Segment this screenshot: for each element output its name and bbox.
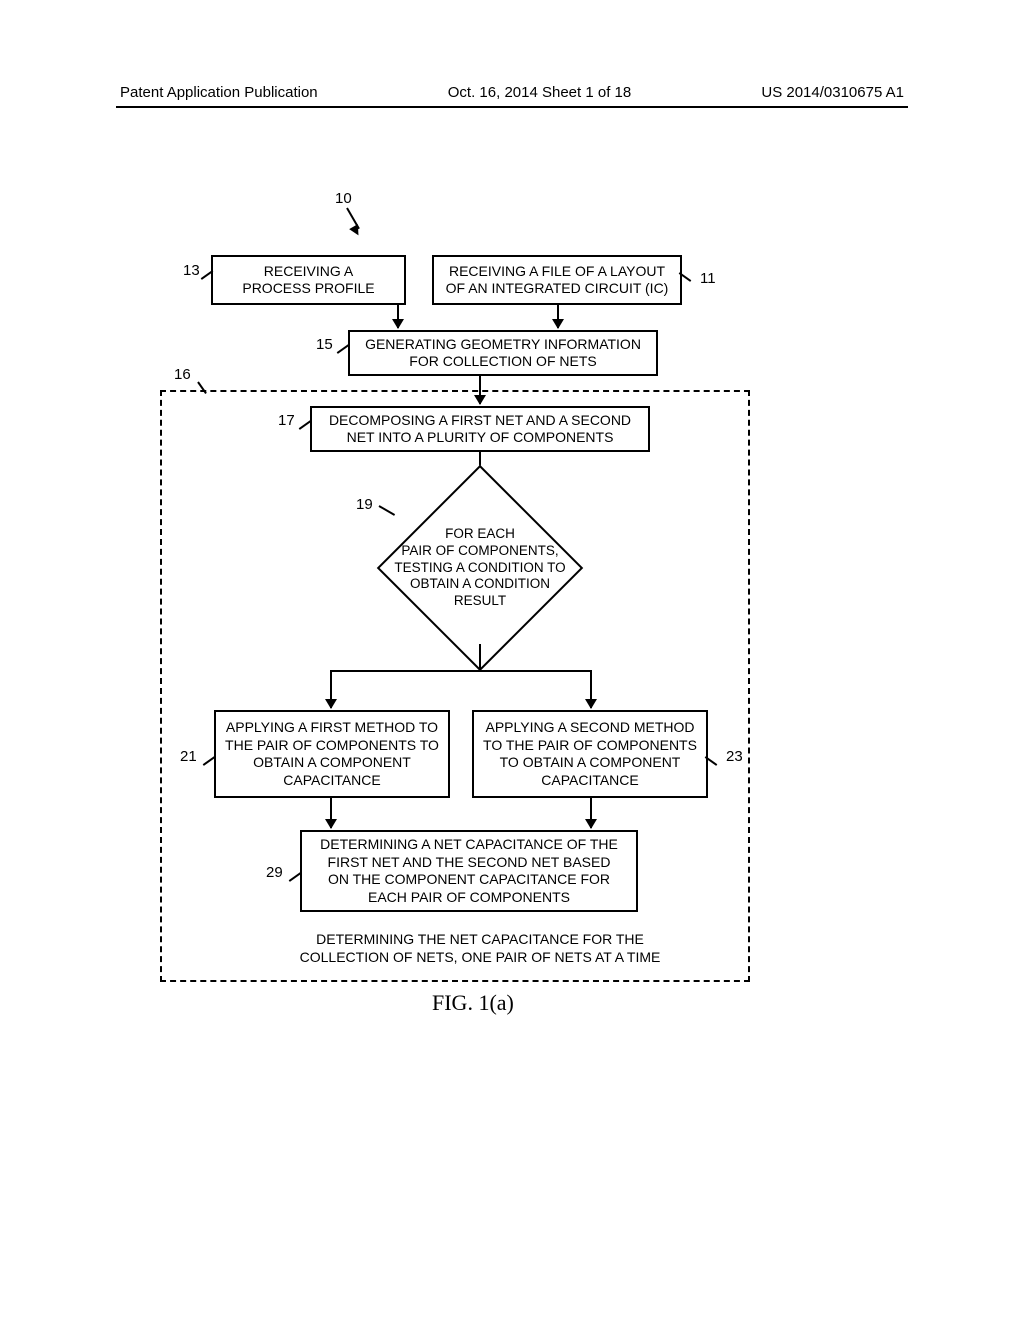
ref-17: 17 — [278, 412, 295, 429]
arrow-21-to-29 — [330, 798, 332, 828]
header-right: US 2014/0310675 A1 — [761, 84, 904, 101]
d19-l4: OBTAIN A CONDITION — [410, 576, 550, 593]
box-11-line1: RECEIVING A FILE OF A LAYOUT — [449, 263, 665, 281]
box-23-l2: TO THE PAIR OF COMPONENTS — [483, 737, 697, 755]
bottom-text-l1: DETERMINING THE NET CAPACITANCE FOR THE — [270, 930, 690, 948]
ref-15: 15 — [316, 336, 333, 353]
box-23-l1: APPLYING A SECOND METHOD — [485, 719, 694, 737]
box-17-line1: DECOMPOSING A FIRST NET AND A SECOND — [329, 412, 631, 430]
header-rule — [116, 106, 908, 108]
d19-l1: FOR EACH — [445, 526, 515, 543]
ref-19: 19 — [356, 496, 373, 513]
box-21-l4: CAPACITANCE — [283, 772, 381, 790]
arrow-23-to-29 — [590, 798, 592, 828]
flowchart: 10 RECEIVING A PROCESS PROFILE 13 RECEIV… — [0, 190, 1024, 1090]
box-29-l2: FIRST NET AND THE SECOND NET BASED — [328, 854, 611, 872]
box-17-line2: NET INTO A PLURITY OF COMPONENTS — [347, 429, 614, 447]
box-29-l4: EACH PAIR OF COMPONENTS — [368, 889, 570, 907]
header-left: Patent Application Publication — [120, 84, 318, 101]
figure-caption: FIG. 1(a) — [432, 990, 514, 1016]
box-13: RECEIVING A PROCESS PROFILE — [211, 255, 406, 305]
ref-21: 21 — [180, 748, 197, 765]
page-header: Patent Application Publication Oct. 16, … — [0, 84, 1024, 101]
box-21-l1: APPLYING A FIRST METHOD TO — [226, 719, 438, 737]
box-11-line2: OF AN INTEGRATED CIRCUIT (IC) — [446, 280, 669, 298]
box-21-l3: OBTAIN A COMPONENT — [253, 754, 411, 772]
ref-23: 23 — [726, 748, 743, 765]
box-11: RECEIVING A FILE OF A LAYOUT OF AN INTEG… — [432, 255, 682, 305]
box-15-line1: GENERATING GEOMETRY INFORMATION — [365, 336, 641, 354]
ref-10: 10 — [335, 190, 352, 207]
header-center: Oct. 16, 2014 Sheet 1 of 18 — [448, 84, 631, 101]
ref-29: 29 — [266, 864, 283, 881]
bottom-text: DETERMINING THE NET CAPACITANCE FOR THE … — [270, 930, 690, 966]
arrow-to-23 — [590, 670, 592, 708]
ref-10-arrow-head — [349, 224, 363, 238]
split-hline — [330, 670, 592, 672]
box-21: APPLYING A FIRST METHOD TO THE PAIR OF C… — [214, 710, 450, 798]
box-23-l3: TO OBTAIN A COMPONENT — [500, 754, 681, 772]
box-23-l4: CAPACITANCE — [541, 772, 639, 790]
decision-19-text: FOR EACH PAIR OF COMPONENTS, TESTING A C… — [380, 510, 580, 626]
box-17: DECOMPOSING A FIRST NET AND A SECOND NET… — [310, 406, 650, 452]
d19-l3: TESTING A CONDITION TO — [394, 560, 565, 577]
box-29-l3: ON THE COMPONENT CAPACITANCE FOR — [328, 871, 610, 889]
box-15-line2: FOR COLLECTION OF NETS — [409, 353, 596, 371]
arrow-11-to-15 — [557, 305, 559, 328]
ref-13: 13 — [183, 262, 200, 279]
box-29: DETERMINING A NET CAPACITANCE OF THE FIR… — [300, 830, 638, 912]
diamond-out-stub — [479, 644, 481, 670]
d19-l2: PAIR OF COMPONENTS, — [401, 543, 558, 560]
box-13-line2: PROCESS PROFILE — [242, 280, 374, 298]
box-13-line1: RECEIVING A — [264, 263, 353, 281]
box-21-l2: THE PAIR OF COMPONENTS TO — [225, 737, 439, 755]
arrow-to-21 — [330, 670, 332, 708]
box-15: GENERATING GEOMETRY INFORMATION FOR COLL… — [348, 330, 658, 376]
ref-16: 16 — [174, 366, 191, 383]
d19-l5: RESULT — [454, 593, 506, 610]
bottom-text-l2: COLLECTION OF NETS, ONE PAIR OF NETS AT … — [270, 948, 690, 966]
ref-11: 11 — [700, 270, 716, 287]
box-29-l1: DETERMINING A NET CAPACITANCE OF THE — [320, 836, 618, 854]
arrow-13-to-15 — [397, 305, 399, 328]
box-23: APPLYING A SECOND METHOD TO THE PAIR OF … — [472, 710, 708, 798]
